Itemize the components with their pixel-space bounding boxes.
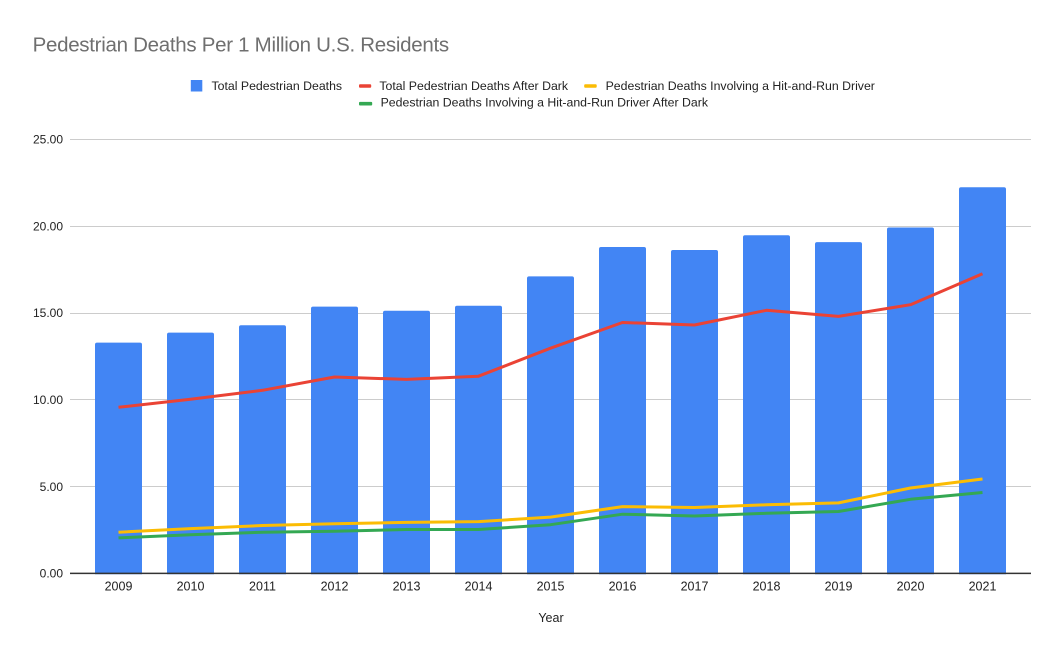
svg-text:2018: 2018 (753, 580, 781, 594)
svg-text:25.00: 25.00 (33, 133, 63, 147)
svg-text:2009: 2009 (105, 580, 133, 594)
svg-text:2015: 2015 (537, 580, 565, 594)
svg-text:2012: 2012 (321, 580, 349, 594)
svg-text:Pedestrian Deaths Involving a: Pedestrian Deaths Involving a Hit-and-Ru… (381, 96, 709, 110)
svg-text:15.00: 15.00 (33, 306, 63, 320)
svg-text:2010: 2010 (177, 580, 205, 594)
svg-text:5.00: 5.00 (40, 480, 64, 494)
svg-text:2014: 2014 (465, 580, 493, 594)
svg-text:2021: 2021 (969, 580, 997, 594)
svg-text:20.00: 20.00 (33, 219, 63, 233)
svg-text:Year: Year (538, 611, 563, 625)
svg-text:Pedestrian Deaths Per 1 Millio: Pedestrian Deaths Per 1 Million U.S. Res… (33, 34, 449, 57)
svg-text:Total Pedestrian Deaths After: Total Pedestrian Deaths After Dark (379, 79, 568, 93)
svg-text:10.00: 10.00 (33, 393, 63, 407)
svg-text:0.00: 0.00 (40, 567, 64, 581)
svg-text:2017: 2017 (681, 580, 709, 594)
svg-text:Total Pedestrian Deaths: Total Pedestrian Deaths (212, 79, 343, 93)
svg-text:2011: 2011 (249, 580, 276, 594)
svg-text:2019: 2019 (825, 580, 853, 594)
svg-text:2020: 2020 (897, 580, 925, 594)
svg-text:2013: 2013 (393, 580, 421, 594)
svg-text:Pedestrian Deaths Involving a: Pedestrian Deaths Involving a Hit-and-Ru… (606, 79, 875, 93)
svg-text:2016: 2016 (609, 580, 637, 594)
